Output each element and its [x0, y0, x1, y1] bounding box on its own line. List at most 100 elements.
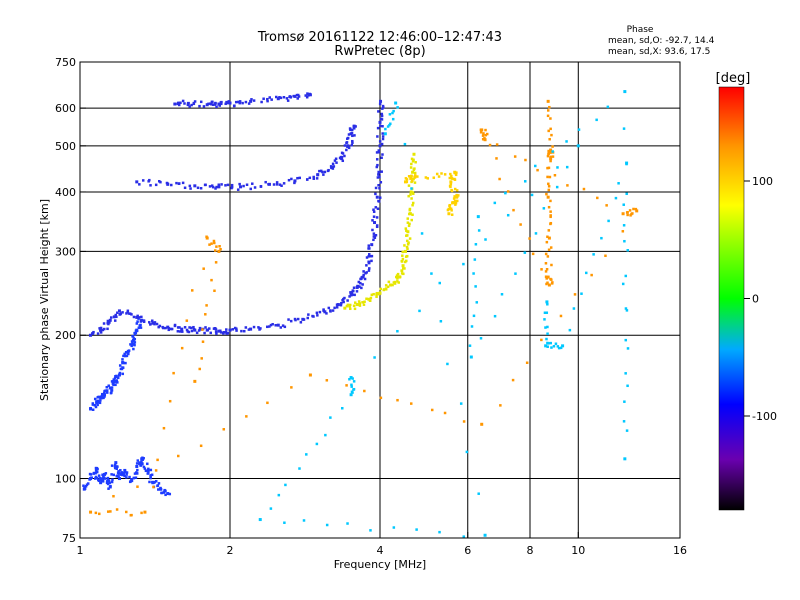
echo-point-interp	[435, 172, 439, 176]
echo-point-interp	[414, 174, 417, 177]
echo-point-interp	[449, 172, 452, 176]
echo-point-interp	[549, 127, 552, 131]
echo-point-interp	[540, 268, 543, 271]
echo-point-interp	[411, 213, 414, 216]
echo-point	[217, 185, 221, 189]
echo-point-interp	[450, 209, 453, 212]
echo-point-interp	[396, 280, 399, 283]
echo-point-interp	[376, 207, 380, 210]
echo-point-interp	[201, 340, 205, 343]
echo-point	[308, 373, 312, 377]
echo-point-interp	[379, 287, 382, 291]
echo-point-interp	[368, 299, 372, 302]
echo-point-interp	[605, 204, 608, 207]
echo-point-interp	[149, 184, 152, 187]
echo-point-interp	[117, 475, 120, 478]
echo-point-interp	[395, 274, 399, 277]
echo-point-interp	[113, 463, 117, 467]
echo-point-interp	[110, 480, 114, 484]
echo-point-interp	[387, 280, 391, 284]
echo-point-interp	[258, 328, 261, 331]
echo-point-interp	[274, 324, 277, 327]
echo-point-interp	[189, 326, 193, 330]
echo-point-interp	[474, 243, 478, 246]
echo-point-interp	[127, 349, 131, 352]
echo-point-interp	[543, 318, 546, 321]
echo-point-interp	[607, 219, 610, 223]
echo-point-interp	[133, 341, 137, 344]
echo-point-interp	[96, 476, 99, 480]
echo-point-interp	[547, 205, 551, 209]
echo-point-interp	[110, 473, 113, 476]
echo-point-interp	[410, 157, 414, 161]
echo-point-interp	[144, 469, 148, 473]
echo-point	[547, 236, 551, 240]
echo-point-interp	[103, 395, 106, 398]
echo-point-interp	[109, 484, 112, 488]
echo-point-interp	[544, 252, 548, 256]
echo-point-interp	[110, 391, 113, 394]
echo-point-interp	[375, 224, 379, 227]
colorbar-tick-label: -100	[752, 410, 777, 423]
echo-point-interp	[99, 331, 103, 334]
echo-point-interp	[625, 192, 628, 196]
echo-point-interp	[245, 415, 248, 418]
echo-point-interp	[549, 277, 552, 281]
echo-point-interp	[546, 166, 549, 170]
echo-point	[340, 157, 344, 161]
echo-point-interp	[136, 485, 139, 488]
echo-point-interp	[306, 92, 309, 95]
echo-point-interp	[116, 381, 119, 384]
echo-point-interp	[481, 134, 485, 137]
echo-point-interp	[215, 185, 218, 189]
echo-point	[103, 472, 107, 476]
echo-point-interp	[400, 269, 404, 273]
echo-point-interp	[545, 267, 549, 271]
echo-point-interp	[582, 187, 586, 191]
echo-point-interp	[94, 511, 98, 515]
echo-point-interp	[545, 337, 548, 341]
echo-point-interp	[329, 416, 332, 419]
echo-point-interp	[369, 529, 372, 532]
echo-point-interp	[443, 173, 447, 176]
echo-point-interp	[412, 168, 416, 171]
echo-point-interp	[176, 326, 180, 329]
echo-point-interp	[546, 154, 550, 158]
echo-point-interp	[504, 191, 507, 195]
echo-point-interp	[215, 245, 218, 248]
echo-point-interp	[130, 313, 133, 316]
echo-point-interp	[225, 332, 228, 335]
echo-point-interp	[365, 264, 368, 267]
echo-point-interp	[201, 328, 204, 331]
echo-point-interp	[146, 472, 150, 475]
echo-point-interp	[378, 196, 382, 199]
echo-point-interp	[347, 146, 351, 150]
echo-point-interp	[115, 467, 119, 471]
echo-point-interp	[120, 367, 124, 371]
echo-point-interp	[148, 321, 151, 324]
echo-point-interp	[343, 144, 347, 147]
echo-point-interp	[287, 178, 291, 182]
echo-point-interp	[404, 227, 408, 230]
echo-point-interp	[130, 340, 134, 343]
echo-point-interp	[409, 166, 413, 169]
echo-point-interp	[546, 255, 550, 258]
echo-point-interp	[500, 293, 504, 296]
echo-point-interp	[577, 128, 581, 131]
echo-point-interp	[200, 357, 203, 360]
echo-point-interp	[315, 177, 319, 180]
echo-point-interp	[199, 100, 203, 104]
echo-point-interp	[625, 162, 628, 166]
echo-point	[635, 209, 639, 213]
echo-point-interp	[377, 150, 380, 154]
echo-point-interp	[168, 399, 172, 403]
echo-point-interp	[362, 273, 365, 277]
x-tick-label: 2	[227, 544, 234, 557]
echo-point	[217, 249, 221, 253]
echo-point-interp	[550, 263, 553, 267]
echo-point-interp	[140, 315, 143, 319]
echo-point-interp	[107, 487, 110, 490]
echo-point-interp	[316, 173, 319, 177]
echo-point	[378, 120, 382, 124]
echo-point-interp	[214, 261, 218, 264]
